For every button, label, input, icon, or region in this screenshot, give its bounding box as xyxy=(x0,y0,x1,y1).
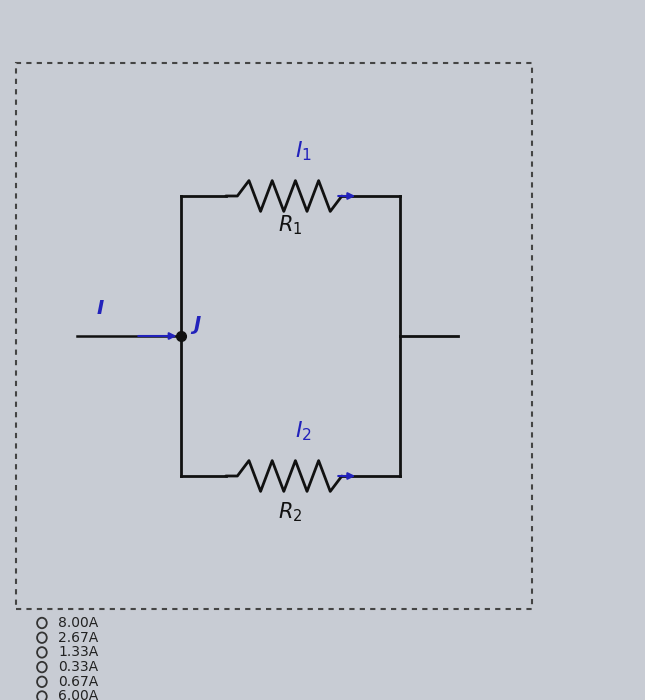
Text: $I_1$: $I_1$ xyxy=(295,139,312,163)
Text: 0.33A: 0.33A xyxy=(58,660,98,674)
Text: 1.33A: 1.33A xyxy=(58,645,98,659)
Text: $R_1$: $R_1$ xyxy=(278,213,303,237)
Text: $I_2$: $I_2$ xyxy=(295,419,312,443)
Text: 0.67A: 0.67A xyxy=(58,675,98,689)
Text: 6.00A: 6.00A xyxy=(58,690,98,700)
Text: $R_2$: $R_2$ xyxy=(278,500,303,524)
Text: 2.67A: 2.67A xyxy=(58,631,98,645)
Text: 8.00A: 8.00A xyxy=(58,616,98,630)
Text: J: J xyxy=(194,316,201,335)
Text: I: I xyxy=(96,299,104,318)
